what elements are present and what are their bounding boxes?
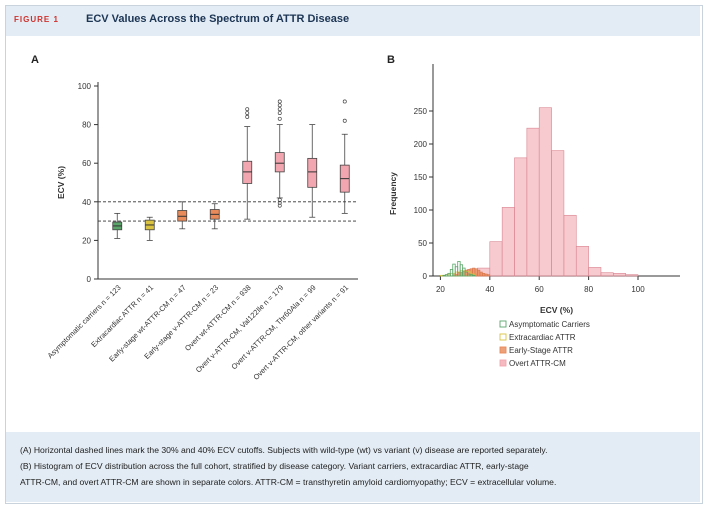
y-tick-label-a: 20 bbox=[82, 236, 91, 245]
legend-swatch bbox=[499, 333, 507, 341]
x-tick-label-b: 40 bbox=[485, 285, 494, 294]
group-label: Overt wt-ATTR-CM n = 938 bbox=[183, 283, 253, 353]
histogram-bar bbox=[482, 273, 486, 277]
y-tick-label-b: 0 bbox=[423, 272, 428, 281]
y-axis-title-b: Frequency bbox=[388, 172, 398, 215]
x-tick-label-b: 100 bbox=[631, 285, 645, 294]
histogram-bar bbox=[551, 150, 565, 277]
outlier-point bbox=[277, 116, 282, 121]
histogram-bar bbox=[477, 269, 481, 277]
outlier-point bbox=[245, 111, 250, 115]
y-tick-label-b: 50 bbox=[418, 239, 427, 248]
histogram-bar bbox=[514, 157, 528, 277]
caption-line-1: (A) Horizontal dashed lines mark the 30%… bbox=[20, 445, 548, 455]
outlier-point bbox=[342, 99, 347, 104]
group-label: Extracardiac ATTR n = 41 bbox=[89, 283, 155, 349]
legend-swatch bbox=[499, 320, 507, 328]
y-tick-label-a: 0 bbox=[87, 275, 92, 284]
x-tick-label-b: 20 bbox=[436, 285, 445, 294]
y-tick-label-a: 60 bbox=[82, 159, 91, 168]
histogram-bar bbox=[588, 267, 602, 277]
outlier-point bbox=[245, 114, 250, 119]
panel-a-label: A bbox=[31, 54, 39, 66]
outlier-point bbox=[277, 107, 282, 112]
legend-swatch bbox=[499, 359, 507, 367]
y-tick-label-b: 250 bbox=[414, 107, 428, 116]
legend-swatch bbox=[499, 346, 507, 354]
outlier-point bbox=[277, 103, 282, 108]
legend-label: Overt ATTR-CM bbox=[509, 359, 566, 368]
histogram-bar bbox=[625, 274, 639, 277]
histogram-bar bbox=[487, 274, 491, 277]
figure-caption: (A) Horizontal dashed lines mark the 30%… bbox=[6, 432, 700, 502]
outlier-point bbox=[277, 197, 282, 202]
x-tick-label-b: 80 bbox=[584, 285, 593, 294]
histogram-bar bbox=[563, 214, 577, 277]
outlier-point bbox=[342, 118, 347, 123]
histogram-bar bbox=[484, 273, 488, 277]
y-tick-label-a: 100 bbox=[78, 82, 92, 91]
outlier-point bbox=[277, 111, 282, 115]
histogram-bar bbox=[613, 273, 626, 277]
histogram-bar bbox=[489, 241, 503, 277]
outlier-point bbox=[277, 99, 282, 104]
histogram-bar bbox=[501, 207, 515, 277]
y-axis-title-a: ECV (%) bbox=[56, 166, 66, 199]
histogram-bar bbox=[472, 274, 476, 277]
figure-title: ECV Values Across the Spectrum of ATTR D… bbox=[86, 13, 350, 25]
y-tick-label-b: 100 bbox=[414, 206, 428, 215]
panel-b-label: B bbox=[387, 54, 395, 66]
histogram-bar bbox=[575, 246, 589, 277]
legend-label: Asymptomatic Carriers bbox=[509, 320, 590, 329]
legend-label: Early-Stage ATTR bbox=[509, 346, 573, 355]
caption-line-2: (B) Histogram of ECV distribution across… bbox=[20, 461, 529, 471]
box bbox=[307, 157, 318, 188]
x-axis-title-b: ECV (%) bbox=[540, 305, 573, 315]
y-tick-label-b: 200 bbox=[414, 140, 428, 149]
outlier-point bbox=[245, 107, 250, 112]
y-tick-label-b: 150 bbox=[414, 173, 428, 182]
histogram-bar bbox=[526, 127, 540, 277]
legend-label: Extracardiac ATTR bbox=[509, 333, 576, 342]
histogram-bar bbox=[479, 271, 483, 277]
figure-header bbox=[6, 6, 700, 36]
y-tick-label-a: 80 bbox=[82, 121, 91, 130]
histogram-bar bbox=[538, 107, 552, 277]
y-tick-label-a: 40 bbox=[82, 198, 91, 207]
histogram-bar bbox=[600, 272, 614, 277]
box bbox=[274, 152, 285, 173]
x-tick-label-b: 60 bbox=[535, 285, 544, 294]
caption-line-3: ATTR-CM, and overt ATTR-CM are shown in … bbox=[20, 477, 557, 487]
figure-label: FIGURE 1 bbox=[14, 15, 59, 24]
